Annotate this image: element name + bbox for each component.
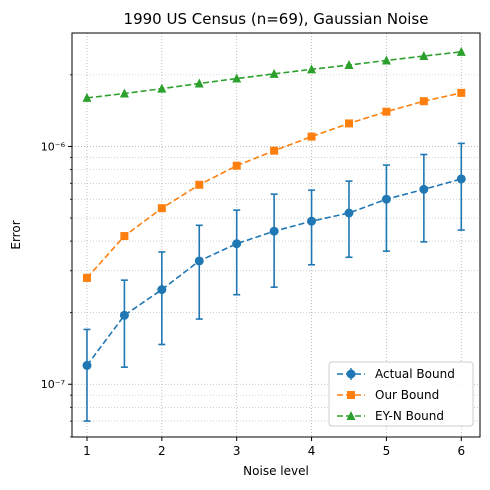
x-axis-label: Noise level [243, 464, 309, 478]
data-point [194, 78, 204, 88]
x-tick-label: 5 [383, 444, 391, 458]
data-point [307, 216, 317, 226]
data-point [157, 285, 167, 295]
data-point [82, 360, 92, 370]
data-point [344, 119, 353, 128]
legend-marker [347, 391, 355, 399]
series-circle [82, 142, 466, 422]
data-point [119, 88, 129, 98]
plot-series [82, 46, 466, 422]
x-tick-label: 3 [233, 444, 241, 458]
y-tick-label: 10⁻⁷ [41, 378, 65, 391]
data-point [82, 273, 91, 282]
data-point [120, 232, 129, 241]
legend-marker [346, 411, 356, 420]
data-point [232, 73, 242, 83]
data-point [456, 174, 466, 184]
data-point [119, 310, 129, 320]
data-point [382, 107, 391, 116]
series-triangle [82, 46, 466, 102]
legend-label: Actual Bound [375, 367, 455, 381]
legend-label: EY-N Bound [375, 409, 444, 423]
legend-box [328, 361, 474, 427]
x-tick-label: 1 [83, 444, 91, 458]
data-point [82, 92, 92, 102]
x-tick-label: 4 [308, 444, 316, 458]
data-point [457, 88, 466, 97]
data-point [344, 60, 354, 70]
data-point [194, 256, 204, 266]
data-point [344, 208, 354, 218]
x-tick-label: 6 [457, 444, 465, 458]
data-point [269, 68, 279, 78]
axis-ticks: 10⁻⁷ 10⁻⁶ 1 2 3 4 5 6 [41, 74, 465, 458]
data-point [456, 46, 466, 56]
data-point [270, 146, 279, 155]
legend-label: Our Bound [375, 388, 439, 402]
data-point [419, 97, 428, 106]
data-point [157, 204, 166, 213]
data-point [232, 239, 242, 249]
data-point [381, 194, 391, 204]
axes-frame [71, 32, 481, 438]
data-point [381, 55, 391, 65]
data-point [232, 161, 241, 170]
data-point [157, 83, 167, 93]
data-point [307, 64, 317, 74]
data-point [307, 132, 316, 141]
y-axis-label: Error [9, 220, 23, 249]
x-tick-label: 2 [158, 444, 166, 458]
legend-marker [346, 369, 356, 379]
chart-title: 1990 US Census (n=69), Gaussian Noise [124, 10, 429, 28]
data-point [419, 184, 429, 194]
data-point [419, 51, 429, 61]
data-point [195, 180, 204, 189]
legend: Actual Bound Our Bound EY-N Bound [328, 361, 474, 427]
y-tick-label: 10⁻⁶ [41, 140, 66, 153]
series-square [82, 88, 466, 282]
data-point [269, 226, 279, 236]
